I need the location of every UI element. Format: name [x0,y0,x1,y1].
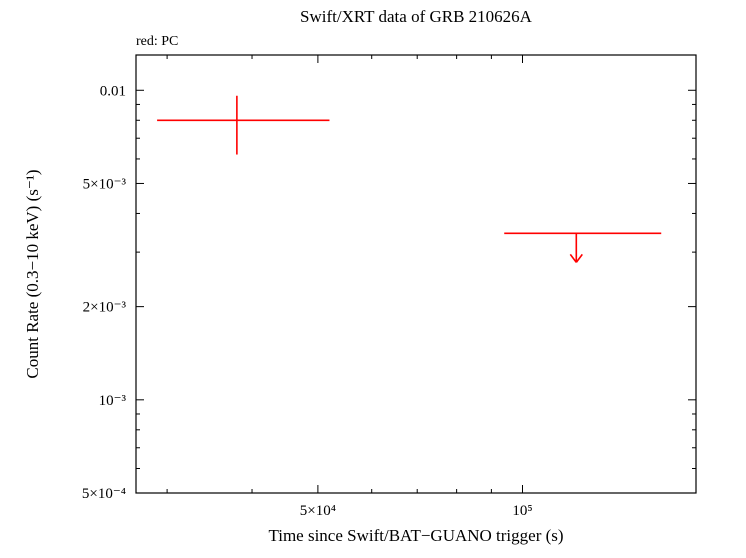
chart-title: Swift/XRT data of GRB 210626A [300,7,533,26]
y-axis-label: Count Rate (0.3−10 keV) (s⁻¹) [23,169,42,378]
y-tick-label: 5×10⁻⁴ [82,486,126,502]
data-series [157,96,661,263]
x-tick-label: 5×10⁴ [300,503,336,519]
x-axis-label: Time since Swift/BAT−GUANO trigger (s) [268,526,563,545]
y-tick-label: 10⁻³ [99,393,127,409]
x-ticks: 5×10⁴ 10⁵ [167,55,533,519]
xrt-lightcurve-chart: Swift/XRT data of GRB 210626A red: PC 5×… [0,0,746,558]
y-tick-label: 0.01 [100,83,126,99]
y-ticks: 10⁻³ 0.01 5×10⁻⁴ 2×10⁻³ 5×10⁻³ [82,83,696,502]
legend-label: red: PC [136,34,178,49]
y-tick-label: 5×10⁻³ [83,176,127,192]
y-tick-label: 2×10⁻³ [83,300,127,316]
x-tick-label: 10⁵ [512,503,532,519]
